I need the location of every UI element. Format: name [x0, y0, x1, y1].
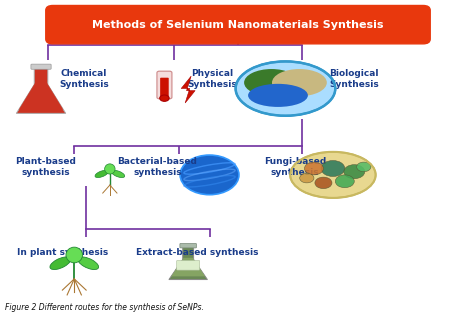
Text: Physical
Synthesis: Physical Synthesis: [187, 69, 237, 89]
Ellipse shape: [244, 69, 299, 96]
FancyBboxPatch shape: [157, 71, 172, 99]
Ellipse shape: [236, 61, 335, 116]
Circle shape: [160, 95, 169, 101]
Text: In plant synthesis: In plant synthesis: [17, 248, 108, 257]
Ellipse shape: [50, 257, 70, 270]
Circle shape: [315, 177, 332, 189]
Ellipse shape: [111, 170, 125, 178]
Text: Chemical
Synthesis: Chemical Synthesis: [59, 69, 109, 89]
Text: Extract-based synthesis: Extract-based synthesis: [137, 248, 259, 257]
Circle shape: [305, 162, 323, 175]
Text: Biological
Synthesis: Biological Synthesis: [329, 69, 379, 89]
Ellipse shape: [78, 257, 99, 270]
Circle shape: [344, 165, 365, 179]
Ellipse shape: [105, 164, 115, 174]
Circle shape: [335, 175, 354, 188]
FancyBboxPatch shape: [180, 243, 197, 248]
Text: Figure 2 Different routes for the synthesis of SeNPs.: Figure 2 Different routes for the synthe…: [5, 303, 204, 312]
Circle shape: [357, 162, 371, 172]
Ellipse shape: [248, 84, 308, 107]
Circle shape: [321, 160, 345, 177]
Polygon shape: [19, 83, 63, 109]
Polygon shape: [171, 258, 205, 276]
Text: Bacterial-based
synthesis: Bacterial-based synthesis: [118, 157, 197, 177]
Ellipse shape: [272, 69, 327, 96]
Circle shape: [180, 155, 239, 195]
Text: Plant-based
synthesis: Plant-based synthesis: [15, 157, 76, 177]
FancyBboxPatch shape: [46, 5, 430, 44]
Text: Fungi-based
synthesis: Fungi-based synthesis: [264, 157, 326, 177]
FancyBboxPatch shape: [160, 78, 169, 97]
FancyBboxPatch shape: [31, 64, 51, 69]
Circle shape: [300, 173, 314, 183]
Polygon shape: [16, 67, 66, 113]
FancyBboxPatch shape: [177, 260, 200, 270]
Ellipse shape: [66, 247, 82, 263]
Polygon shape: [169, 246, 208, 280]
Ellipse shape: [290, 152, 376, 198]
Ellipse shape: [95, 170, 108, 178]
Text: Methods of Selenium Nanomaterials Synthesis: Methods of Selenium Nanomaterials Synthe…: [92, 20, 384, 30]
Polygon shape: [181, 76, 195, 103]
